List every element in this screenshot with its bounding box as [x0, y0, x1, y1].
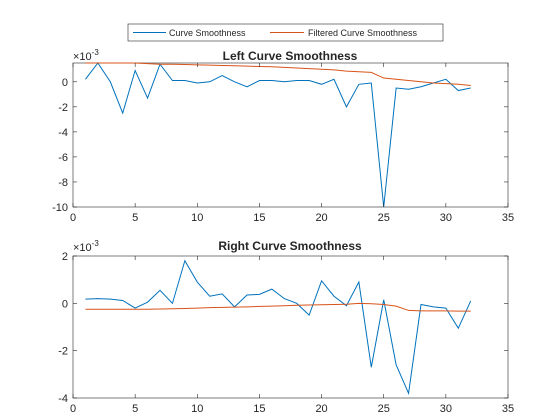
legend: Curve Smoothness Filtered Curve Smoothne…	[127, 23, 444, 42]
y-tick-label: -2	[58, 346, 68, 358]
chart-title-right: Right Curve Smoothness	[218, 239, 362, 253]
x-tick-label: 30	[440, 212, 452, 224]
y-tick-label: -8	[58, 177, 68, 189]
y-tick-label: -10	[52, 202, 68, 214]
y-tick-label: 0	[62, 298, 68, 310]
axes-right-curve-smoothness: Right Curve Smoothness ×10-3 0 5 10 15 20 25 3…	[58, 239, 514, 415]
x-tick-label: 0	[70, 212, 76, 224]
series-line-curve-smoothness	[85, 259, 472, 396]
x-tick-label: 20	[315, 403, 327, 415]
y-tick-label: -4	[58, 127, 68, 139]
y-tick-label: 0	[62, 77, 68, 89]
x-tick-label: 35	[502, 403, 514, 415]
legend-label-curve-smoothness: Curve Smoothness	[169, 28, 246, 38]
x-tick-label: 25	[378, 403, 390, 415]
series-line-filtered-curve-smoothness	[85, 302, 471, 312]
y-exponent-label-right: ×10-3	[73, 239, 99, 254]
y-tick-label: -2	[58, 102, 68, 114]
axes-left-curve-smoothness: Left Curve Smoothness ×10-3 0 5 10 15 20 25 30…	[52, 48, 514, 224]
y-tick-label: -6	[58, 152, 68, 164]
x-tick-label: 20	[315, 212, 327, 224]
x-tick-label: 35	[502, 212, 514, 224]
x-tick-label: 25	[378, 212, 390, 224]
x-tick-label: 15	[253, 403, 265, 415]
legend-label-filtered-curve-smoothness: Filtered Curve Smoothness	[308, 28, 418, 38]
x-tick-label: 10	[191, 403, 203, 415]
x-tick-label: 5	[132, 403, 138, 415]
series-line-curve-smoothness	[85, 62, 471, 208]
x-tick-label: 10	[191, 212, 203, 224]
y-tick-label: -4	[58, 393, 68, 405]
x-tick-label: 15	[253, 212, 265, 224]
x-tick-label: 5	[132, 212, 138, 224]
y-exponent-label-left: ×10-3	[73, 48, 99, 63]
series-line-filtered-curve-smoothness	[85, 62, 471, 87]
chart-title-left: Left Curve Smoothness	[223, 49, 358, 63]
x-tick-label: 30	[440, 403, 452, 415]
axes-frame	[72, 255, 509, 399]
x-tick-label: 0	[70, 403, 76, 415]
axes-frame	[72, 62, 509, 208]
y-tick-label: 2	[62, 251, 68, 263]
